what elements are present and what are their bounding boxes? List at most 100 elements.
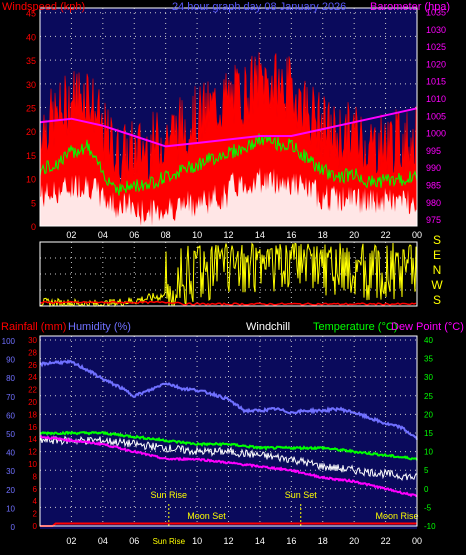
hour-tick-label: 14 (255, 230, 265, 240)
hour-tick-label: 14 (255, 536, 265, 546)
temperature-tick-label: 20 (424, 410, 433, 419)
legend-rainfall: Rainfall (mm) (1, 321, 66, 333)
hour-tick-label: 18 (318, 230, 328, 240)
moon-event-label: Moon Rise (375, 511, 418, 521)
windspeed-tick-label: 0 (31, 222, 36, 232)
hour-tick-label: 16 (286, 536, 296, 546)
legend-temperature: Temperature (°C) (313, 321, 397, 333)
windspeed-tick-label: 20 (26, 127, 36, 137)
average-wind-line (39, 133, 418, 196)
hour-tick-label: 04 (98, 536, 108, 546)
rainfall-tick-label: 12 (28, 448, 37, 457)
barometer-tick-label: 980 (426, 198, 441, 208)
barometer-tick-label: 1010 (426, 94, 446, 104)
sun-event-label: Sun Rise (151, 490, 188, 500)
legend-dew-point: Dew Point (°C) (391, 321, 464, 333)
hour-tick-label: 06 (129, 230, 139, 240)
barometer-tick-label: 975 (426, 215, 441, 225)
rainfall-tick-label: 10 (28, 460, 37, 469)
barometer-tick-label: 1005 (426, 111, 446, 121)
rainfall-tick-label: 20 (28, 398, 37, 407)
barometer-tick-label: 990 (426, 163, 441, 173)
barometer-line (39, 107, 418, 148)
rainfall-tick-label: 18 (28, 410, 37, 419)
rainfall-tick-label: 4 (33, 497, 38, 506)
compass-label: W (431, 278, 443, 292)
humidity-tick-label: 40 (6, 449, 15, 458)
wind-direction-low-trace (39, 300, 417, 306)
rainfall-tick-label: 28 (28, 348, 37, 357)
rainfall-tick-label: 0 (33, 522, 38, 531)
rainfall-tick-label: 22 (28, 386, 37, 395)
temp-panel-border (39, 335, 418, 527)
compass-label: S (433, 233, 441, 247)
humidity-tick-label: 100 (2, 337, 16, 346)
barometer-tick-label: 1025 (426, 42, 446, 52)
hour-tick-label: 22 (381, 536, 391, 546)
humidity-tick-label: 70 (6, 393, 15, 402)
hour-tick-label: 02 (66, 536, 76, 546)
temperature-tick-label: 40 (424, 336, 433, 345)
windspeed-tick-label: 10 (26, 175, 36, 185)
moon-event-label: Moon Set (187, 511, 226, 521)
windspeed-tick-label: 45 (26, 9, 36, 19)
hour-tick-label: 10 (192, 536, 202, 546)
humidity-tick-label: 20 (6, 486, 15, 495)
direction-panel-border (39, 241, 418, 307)
hour-tick-label: 20 (349, 536, 359, 546)
chart-title: 24 hour graph day 08 January 2026 (172, 1, 346, 13)
rainfall-tick-label: 2 (33, 510, 38, 519)
sun-event-axis-label: Sun Rise (153, 537, 186, 546)
hour-tick-label: 04 (98, 230, 108, 240)
rainfall-tick-label: 6 (33, 485, 38, 494)
sun-event-label: Sun Set (285, 490, 318, 500)
rainfall-tick-label: 16 (28, 423, 37, 432)
barometer-tick-label: 995 (426, 146, 441, 156)
wind-panel-border (39, 7, 418, 227)
hour-tick-label: 12 (223, 230, 233, 240)
axes-and-ticks: 0510152025303540459759809859909951000100… (2, 7, 446, 546)
compass-label: N (433, 263, 442, 277)
temp-panel-grid (40, 336, 417, 526)
hour-tick-label: 18 (318, 536, 328, 546)
legend-humidity: Humidity (%) (68, 321, 131, 333)
humidity-tick-label: 0 (11, 523, 16, 532)
hour-tick-label: 00 (412, 536, 422, 546)
humidity-tick-label: 30 (6, 467, 15, 476)
compass-label: S (433, 293, 441, 307)
windspeed-tick-label: 25 (26, 104, 36, 114)
windspeed-tick-label: 35 (26, 56, 36, 66)
barometer-tick-label: 985 (426, 180, 441, 190)
humidity-line (39, 359, 418, 440)
hour-tick-label: 12 (223, 536, 233, 546)
humidity-tick-label: 50 (6, 430, 15, 439)
hour-tick-label: 20 (349, 230, 359, 240)
rainfall-tick-label: 14 (28, 435, 37, 444)
temperature-tick-label: 5 (424, 466, 429, 475)
rainfall-tick-label: 26 (28, 361, 37, 370)
windspeed-tick-label: 5 (31, 198, 36, 208)
temperature-tick-label: 35 (424, 355, 433, 364)
windspeed-axis-label: Windspeed (kph) (2, 1, 85, 13)
humidity-tick-label: 60 (6, 411, 15, 420)
barometer-tick-label: 1035 (426, 7, 446, 17)
hour-tick-label: 00 (412, 230, 422, 240)
windspeed-tick-label: 40 (26, 32, 36, 42)
windspeed-tick-label: 15 (26, 151, 36, 161)
windspeed-tick-label: 30 (26, 80, 36, 90)
rainfall-tick-label: 24 (28, 373, 37, 382)
barometer-tick-label: 1020 (426, 59, 446, 69)
windchill-line (39, 435, 418, 481)
hour-tick-label: 22 (381, 230, 391, 240)
humidity-tick-label: 10 (6, 504, 15, 513)
hour-tick-label: 16 (286, 230, 296, 240)
temperature-tick-label: 15 (424, 429, 433, 438)
dew-point-line (39, 434, 418, 498)
hour-tick-label: 08 (161, 230, 171, 240)
temperature-tick-label: 30 (424, 373, 433, 382)
barometer-axis-label: Barometer (hpa) (370, 1, 450, 13)
temperature-tick-label: 10 (424, 448, 433, 457)
barometer-tick-label: 1000 (426, 129, 446, 139)
temperature-tick-label: 0 (424, 485, 429, 494)
rainfall-tick-label: 30 (28, 336, 37, 345)
